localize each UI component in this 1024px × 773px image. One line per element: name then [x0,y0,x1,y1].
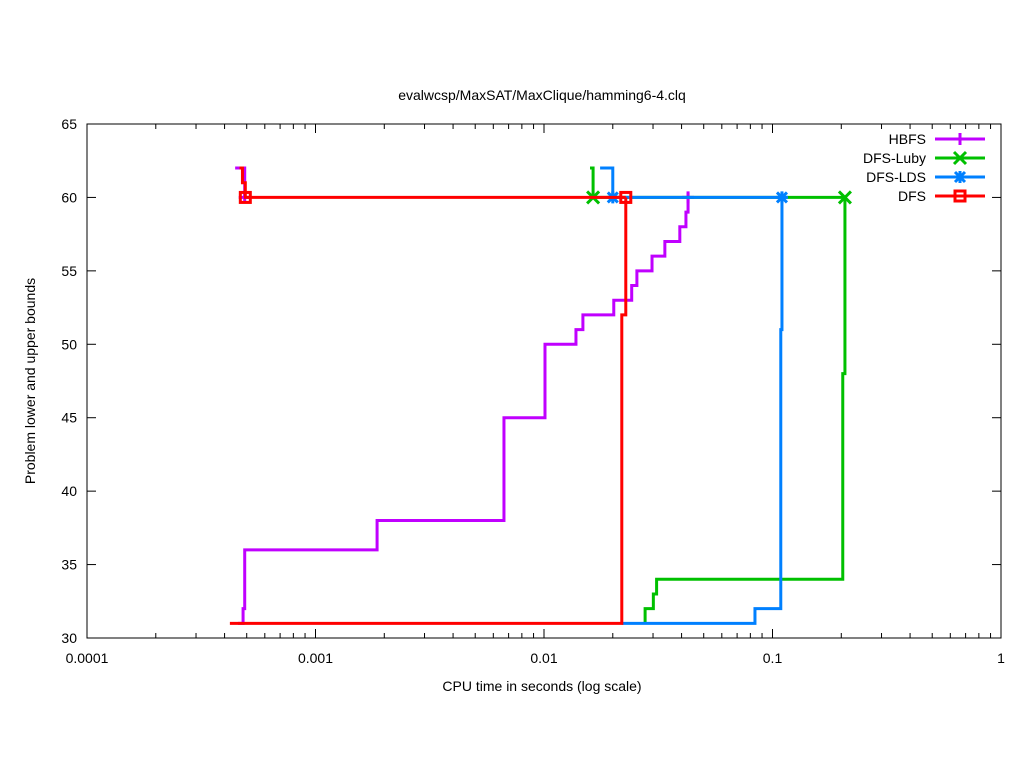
y-tick-label: 50 [61,336,77,352]
chart-title: evalwcsp/MaxSAT/MaxClique/hamming6-4.clq [398,87,686,103]
plot-border [86,123,1002,639]
series-dfs [229,166,633,625]
y-tick-label: 55 [61,263,77,279]
y-tick-label: 45 [61,410,77,426]
legend-label: DFS-Luby [863,150,926,166]
square-marker [238,190,252,204]
star-marker [775,191,789,204]
legend-label: DFS [898,188,926,204]
x-marker [837,190,852,205]
star-marker [953,170,967,184]
y-tick-label: 60 [61,189,77,205]
dfs-lower-bound-line [229,197,628,625]
x-marker [952,150,968,166]
x-tick-label: 1 [997,650,1005,666]
x-tick-label: 0.01 [530,650,557,666]
x-tick-label: 0.1 [763,650,783,666]
y-tick-label: 40 [61,483,77,499]
hbfs-lower-bound-line [238,193,690,625]
legend-label: DFS-LDS [866,169,926,185]
y-tick-label: 35 [61,557,77,573]
dfs-upper-bound-line [239,166,626,199]
dfs-lds-upper-bound-line [600,166,782,199]
plus-marker [954,133,966,145]
series-dfs-lds [600,166,789,625]
legend-label: HBFS [889,131,926,147]
x-tick-label: 0.0001 [66,650,109,666]
y-tick-label: 30 [61,630,77,646]
dfs-lds-lower-bound-line [621,197,784,625]
y-axis-label: Problem lower and upper bounds [22,278,38,484]
square-marker [953,189,967,203]
dfs-luby-lower-bound-line [643,197,847,624]
x-axis-label: CPU time in seconds (log scale) [442,678,641,694]
y-tick-label: 65 [61,116,77,132]
x-tick-label: 0.001 [298,650,333,666]
square-marker [619,190,633,204]
